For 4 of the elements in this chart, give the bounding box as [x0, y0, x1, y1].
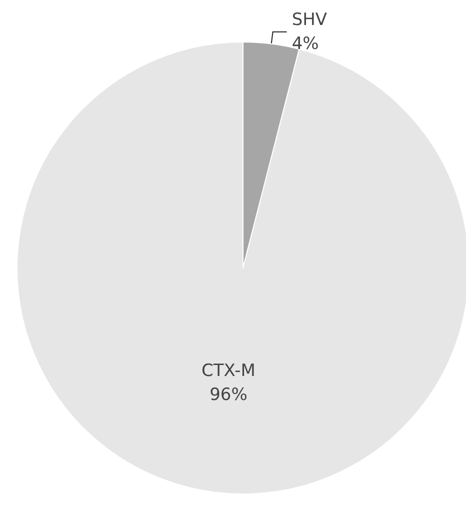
- data-label: 96%: [210, 385, 248, 406]
- slice-label: CTX-M: [202, 361, 256, 382]
- data-label: 4%: [292, 34, 319, 54]
- slice-label: SHV: [292, 10, 328, 30]
